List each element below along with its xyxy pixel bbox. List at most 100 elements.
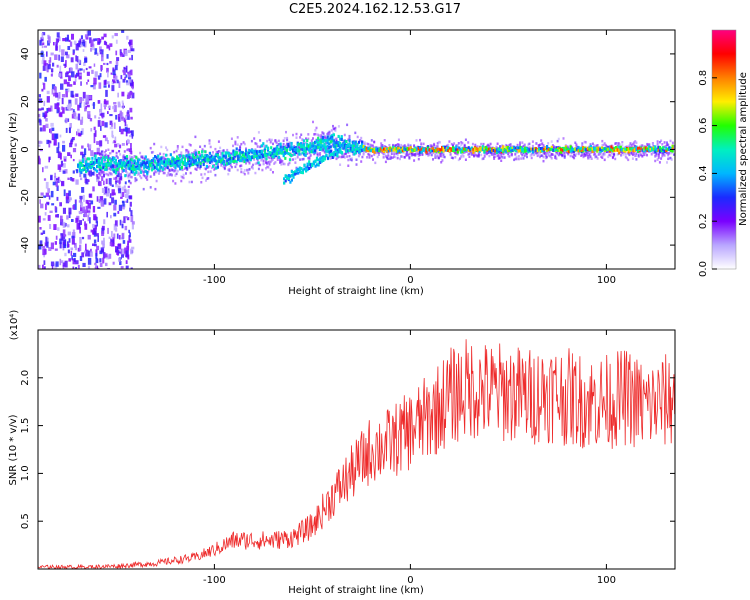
spectrogram-cell [54,248,58,251]
spectrogram-cell [92,82,96,90]
spectrogram-cell [101,120,105,127]
spectrogram-cell [632,149,635,153]
spectrogram-cell [101,231,105,236]
spectrogram-cell [91,171,95,175]
spectrogram-cell [134,179,137,183]
spectrogram-cell [599,152,601,155]
spectrogram-cell [149,175,152,178]
spectrogram-cell [55,214,58,218]
spectrogram-cell [57,164,62,170]
spectrogram-cell [653,151,655,155]
spectrogram-cell [56,108,59,114]
spectrogram-cell [310,144,313,148]
spectrogram-cell [121,220,124,228]
spectrogram-cell [42,264,44,269]
spectrogram-cell [509,143,512,146]
spectrogram-cell [602,143,605,147]
spectrogram-cell [56,32,60,38]
spectrogram-cell [63,157,67,162]
spectrogram-cell [375,151,378,155]
spectrogram-cell [252,163,254,167]
spectrogram-cell [79,227,81,234]
spectrogram-cell [123,128,126,132]
spectrogram-cell [199,155,202,159]
spectrogram-cell [229,152,232,155]
spectrogram-cell [169,169,172,172]
spectrogram-cell [157,159,160,163]
spectrogram-cell [296,143,299,147]
spectrogram-cell [560,150,563,154]
spectrogram-cell [315,146,318,150]
spectrogram-cell [643,145,646,148]
spectrogram-cell [526,152,528,156]
spectrogram-cell [157,163,160,167]
spectrogram-cell [257,163,260,167]
spectrogram-cell [82,236,85,240]
spectrogram-cell [97,41,101,44]
spectrogram-cell [140,168,143,171]
spectrogram-cell [613,146,616,150]
spectrogram-cell [491,152,494,155]
spectrogram-cell [87,257,92,265]
spectrogram-cell [301,171,304,175]
spectrogram-cell [113,140,117,143]
spectrogram-cell [497,157,500,160]
spectrogram-cell [262,154,265,158]
spectrogram-cell [114,33,118,37]
spectrogram-cell [97,75,101,80]
spectrogram-cell [671,144,674,148]
spectrogram-cell [193,151,196,154]
spectrogram-cell [654,159,657,163]
spectrogram-cell [67,46,71,50]
spectrogram-cell [98,172,100,175]
spectrogram-cell [456,148,459,152]
spectrogram-cell [99,196,104,202]
spectrogram-cell [120,52,123,57]
spectrogram-cell [239,145,242,148]
spectrogram-cell [251,156,254,160]
spectrogram-cell [359,153,361,156]
spectrogram-cell [313,133,316,136]
snr-y-tick-label: 1.0 [20,465,31,481]
spectrogram-cell [437,140,440,144]
spectrogram-cell [129,82,133,86]
spectrogram-cell [419,146,422,149]
spectrogram-cell [440,152,443,156]
spectrogram-cell [121,170,124,173]
spectrogram-cell [130,267,133,269]
spectrogram-cell [558,146,561,150]
spectrogram-cell [324,137,327,140]
spectrogram-cell [96,152,99,155]
spectrogram-cell [557,137,560,141]
spectrogram-cell [207,155,210,159]
spectrogram-cell [253,137,256,140]
spectrogram-cell [481,145,484,149]
spectrogram-cell [245,156,248,160]
spectrogram-cell [303,149,306,153]
spectrogram-cell [581,153,584,157]
spectrogram-cell [210,159,213,163]
spectrogram-cell [250,165,253,169]
spectrogram-cell [495,151,499,155]
spectrogram-cell [43,178,47,181]
spectrogram-cell [191,163,194,167]
spectrogram-cell [314,150,317,154]
spectrogram-cell [626,156,628,160]
spectrogram-cell [130,130,134,137]
spectrogram-cell [370,149,373,152]
spectrogram-cell [342,139,345,143]
spectrogram-cell [615,146,618,149]
spectrogram-cell [343,152,346,156]
spectrogram-cell [320,159,323,163]
spectrogram-cell [436,147,439,151]
spectrogram-cell [56,196,59,201]
spectrogram-cell [90,200,94,205]
spectrogram-cell [128,229,130,234]
spectrogram-cell [58,179,61,183]
spectrogram-cell [588,157,591,160]
spectrogram-cell [279,142,282,146]
spectrogram-cell [57,180,60,183]
spectrogram-cell [586,153,588,157]
spectrogram-cell [76,72,79,77]
spectrogram-cell [107,160,110,164]
